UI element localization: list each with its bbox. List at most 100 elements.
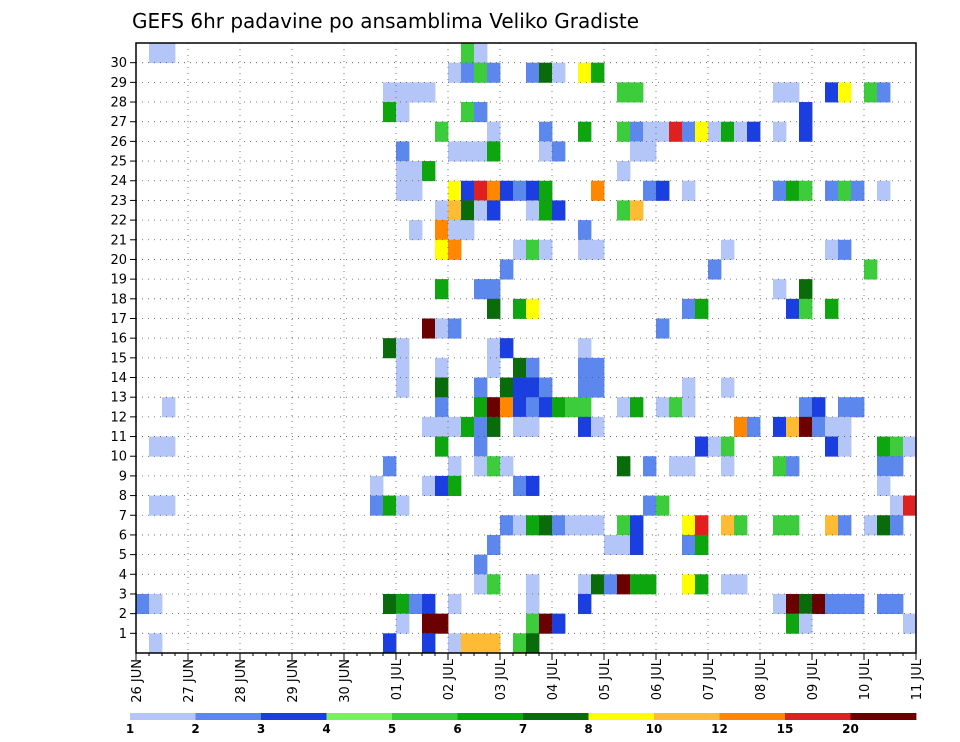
heatmap-cell: [448, 416, 462, 437]
heatmap-cell: [513, 475, 527, 496]
heatmap-cell: [890, 495, 904, 516]
y-tick-label: 4: [119, 568, 127, 583]
heatmap-cell: [643, 121, 657, 142]
heatmap-cell: [513, 416, 527, 437]
heatmap-cell: [474, 456, 488, 477]
heatmap-cell: [513, 357, 527, 378]
heatmap-cell: [461, 141, 475, 162]
y-tick-label: 18: [110, 292, 127, 307]
heatmap-cell: [396, 102, 410, 123]
heatmap-cell: [877, 515, 891, 536]
heatmap-cell: [149, 495, 163, 516]
heatmap-cell: [474, 633, 488, 654]
heatmap-cell: [435, 613, 449, 634]
heatmap-cell: [396, 495, 410, 516]
heatmap-cell: [435, 397, 449, 418]
heatmap-cell: [435, 239, 449, 260]
heatmap-cell: [474, 574, 488, 595]
x-tick-label: 02 JUL: [442, 658, 457, 700]
heatmap-cell: [539, 200, 553, 221]
heatmap-cell: [448, 593, 462, 615]
heatmap-cell: [734, 515, 748, 536]
colorbar-label: 8: [584, 722, 592, 736]
heatmap-cell: [617, 161, 631, 182]
x-axis-ticks: 26 JUN 27 JUN 28 JUN 29 JUN 30 JUN 01 JUL 02 J…: [130, 653, 925, 703]
heatmap-cell: [786, 82, 800, 103]
heatmap-cell: [591, 62, 605, 83]
heatmap-cell: [578, 62, 592, 83]
heatmap-cell: [487, 298, 501, 319]
heatmap-cell: [799, 121, 813, 142]
heatmap-cell: [903, 436, 917, 457]
heatmap-cell: [396, 357, 410, 378]
heatmap-cell: [721, 239, 735, 260]
heatmap-cell: [500, 180, 514, 201]
colorbar-label: 6: [453, 722, 461, 736]
heatmap-cell: [552, 141, 566, 162]
heatmap-cell: [513, 239, 527, 260]
x-tick-label: 27 JUN: [182, 659, 197, 703]
heatmap-cell: [591, 515, 605, 536]
heatmap-cell: [448, 633, 462, 654]
y-tick-label: 28: [110, 96, 127, 111]
heatmap-cell: [435, 318, 449, 339]
heatmap-cell: [838, 436, 852, 457]
heatmap-cell: [643, 141, 657, 162]
heatmap-cell: [526, 200, 540, 221]
heatmap-cell: [786, 515, 800, 536]
y-tick-label: 15: [110, 351, 127, 366]
heatmap-cell: [552, 200, 566, 221]
heatmap-cell: [630, 82, 644, 103]
heatmap-cell: [396, 613, 410, 634]
y-tick-label: 7: [119, 509, 127, 524]
colorbar-segment: [326, 713, 393, 720]
heatmap-cell: [799, 279, 813, 300]
y-tick-label: 12: [110, 410, 127, 425]
heatmap-cell: [383, 82, 397, 103]
heatmap-cell: [591, 357, 605, 378]
heatmap-cell: [591, 239, 605, 260]
heatmap-cell: [617, 574, 631, 595]
heatmap-cell: [422, 416, 436, 437]
heatmap-cell: [682, 515, 696, 536]
heatmap-cell: [474, 43, 488, 64]
heatmap-cell: [799, 298, 813, 319]
heatmap-cell: [734, 121, 748, 142]
heatmap-cell: [500, 397, 514, 418]
heatmap-cell: [461, 633, 475, 654]
heatmap-cell: [851, 180, 865, 201]
heatmap-cell: [656, 397, 670, 418]
heatmap-cell: [786, 180, 800, 201]
heatmap-cell: [526, 593, 540, 615]
heatmap-cell: [578, 416, 592, 437]
heatmap-cell: [825, 239, 839, 260]
heatmap-cell: [643, 574, 657, 595]
heatmap-cell: [383, 456, 397, 477]
heatmap-cell: [526, 377, 540, 398]
heatmap-cell: [162, 397, 176, 418]
heatmap-cell: [448, 318, 462, 339]
heatmap-cell: [396, 377, 410, 398]
x-tick-label: 03 JUL: [494, 658, 509, 700]
heatmap-cell: [474, 200, 488, 221]
heatmap-cell: [838, 82, 852, 103]
heatmap-cell: [513, 397, 527, 418]
heatmap-cell: [422, 613, 436, 634]
heatmap-cell: [526, 633, 540, 654]
heatmap-cell: [630, 121, 644, 142]
x-tick-label: 05 JUL: [598, 658, 613, 700]
heatmap-cell: [799, 416, 813, 437]
colorbar-label: 4: [322, 722, 330, 736]
heatmap-cell: [500, 456, 514, 477]
heatmap-cell: [435, 436, 449, 457]
heatmap-cell: [487, 338, 501, 359]
heatmap-cell: [409, 161, 423, 182]
heatmap-cell: [396, 338, 410, 359]
y-tick-label: 30: [110, 56, 127, 71]
y-tick-label: 8: [119, 489, 127, 504]
heatmap-cell: [630, 397, 644, 418]
heatmap-cell: [539, 613, 553, 634]
heatmap-cell: [409, 220, 423, 241]
y-tick-label: 9: [119, 469, 127, 484]
heatmap-cell: [708, 259, 722, 280]
